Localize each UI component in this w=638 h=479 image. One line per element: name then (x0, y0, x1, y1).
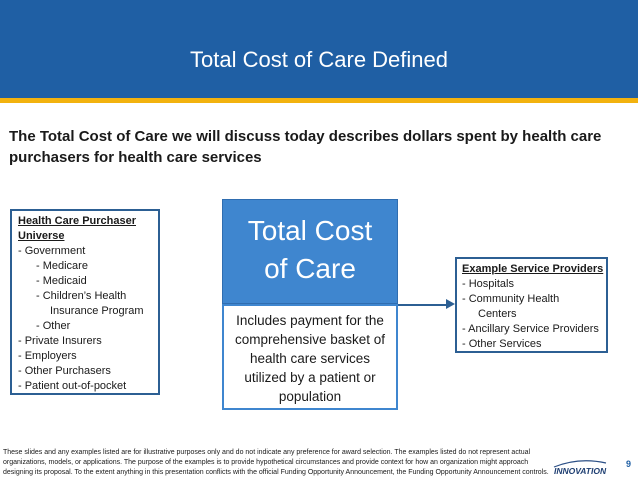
center-title-line2: of Care (264, 253, 356, 284)
purchaser-item-other-purchasers: - Other Purchasers (18, 365, 111, 377)
center-description-line5: population (278, 389, 342, 404)
disclaimer-text: These slides and any examples listed are… (3, 448, 555, 478)
provider-item-hospitals: - Hospitals (462, 278, 514, 290)
purchaser-heading-line2: Universe (18, 230, 65, 242)
purchaser-item-medicare: - Medicare (36, 260, 88, 272)
purchaser-item-medicaid: - Medicaid (36, 275, 87, 287)
purchaser-item-government: - Government (18, 245, 86, 257)
center-description-line4: utilized by a patient or (244, 370, 376, 385)
service-providers-box: Example Service Providers - Hospitals - … (455, 257, 608, 353)
provider-item-ancillary: - Ancillary Service Providers (462, 323, 599, 335)
purchaser-heading-line1: Health Care Purchaser (18, 215, 136, 227)
slide-number: 9 (625, 459, 631, 469)
provider-item-chc-line2: Centers (478, 308, 517, 320)
provider-item-chc-line1: - Community Health (462, 293, 560, 305)
total-cost-of-care-box: Total Cost of Care (222, 199, 398, 304)
purchaser-item-patient-oop: - Patient out-of-pocket (18, 380, 127, 392)
center-description-line1: Includes payment for the (236, 313, 384, 328)
purchaser-item-employers: - Employers (18, 350, 77, 362)
purchaser-universe-box: Health Care Purchaser Universe - Governm… (10, 209, 160, 395)
arrow-right-icon (446, 299, 455, 309)
disclaimer-line3: designing its proposal. To the extent an… (3, 469, 549, 476)
providers-heading: Example Service Providers (462, 263, 604, 275)
center-title-line1: Total Cost (247, 215, 373, 246)
purchaser-item-chip-line2: Insurance Program (50, 305, 144, 317)
disclaimer-line1: These slides and any examples listed are… (3, 449, 531, 456)
disclaimer-line2: organizations, models, or applications. … (3, 459, 529, 466)
center-description-line2: comprehensive basket of (234, 332, 386, 347)
total-cost-description-box: Includes payment for the comprehensive b… (222, 304, 398, 410)
logo-text: INNOVATION (554, 466, 607, 476)
slide-subtitle: The Total Cost of Care we will discuss t… (9, 128, 602, 166)
slide-title: Total Cost of Care Defined (189, 47, 449, 72)
purchaser-item-chip-line1: - Children’s Health (36, 290, 127, 302)
header-bar (0, 0, 638, 103)
provider-item-other-services: - Other Services (462, 338, 542, 350)
innovation-logo: INNOVATION (553, 460, 607, 476)
purchaser-item-private-insurers: - Private Insurers (18, 335, 102, 347)
purchaser-item-other: - Other (36, 320, 71, 332)
center-description-line3: health care services (249, 351, 371, 366)
arrow-line (398, 304, 448, 306)
